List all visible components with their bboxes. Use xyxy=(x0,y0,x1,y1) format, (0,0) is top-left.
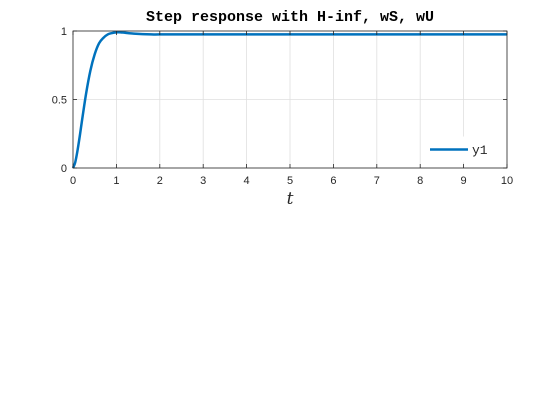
x-tick-label: 2 xyxy=(157,175,163,187)
x-axis-label: t xyxy=(287,189,294,209)
chart-title: Step response with H-inf, wS, wU xyxy=(146,9,434,26)
x-tick-label: 6 xyxy=(330,175,336,187)
legend-label-y1: y1 xyxy=(472,143,488,158)
x-tick-label: 5 xyxy=(287,175,293,187)
y-tick-label: 0.5 xyxy=(52,95,67,107)
y-tick-label: 1 xyxy=(61,26,67,38)
x-tick-label: 0 xyxy=(70,175,76,187)
x-tick-label: 3 xyxy=(200,175,206,187)
x-tick-label: 10 xyxy=(501,175,513,187)
x-tick-label: 4 xyxy=(244,175,250,187)
x-tick-label: 8 xyxy=(417,175,423,187)
x-tick-label: 7 xyxy=(374,175,380,187)
y-tick-label: 0 xyxy=(61,163,67,175)
legend: y1 xyxy=(423,137,499,162)
x-tick-label: 9 xyxy=(461,175,467,187)
x-tick-label: 1 xyxy=(113,175,119,187)
